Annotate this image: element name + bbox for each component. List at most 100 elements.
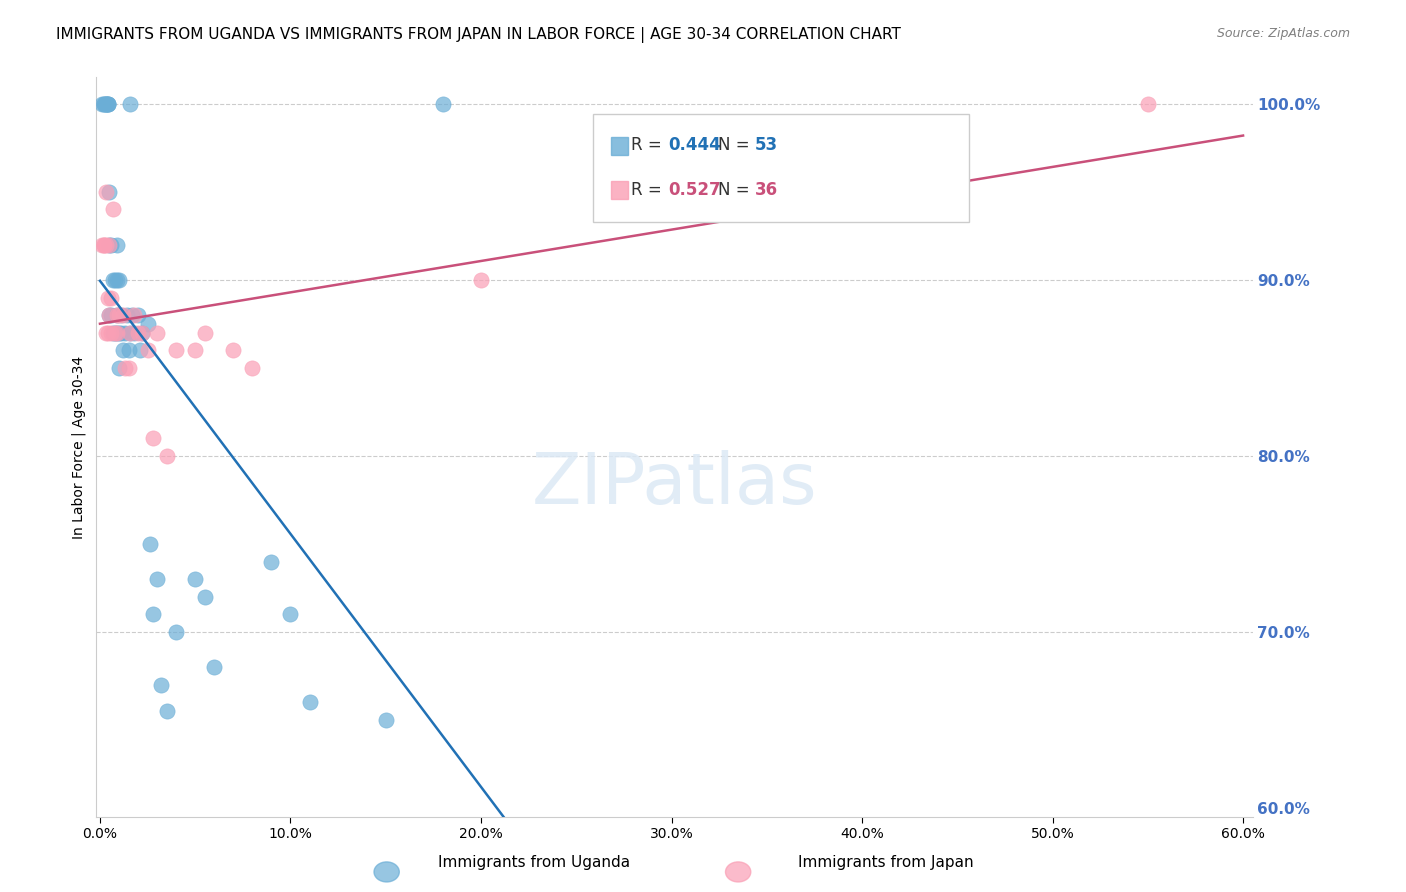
Point bbox=[138, 537, 160, 551]
Point bbox=[110, 308, 132, 322]
Point bbox=[114, 326, 136, 340]
Point bbox=[98, 237, 121, 252]
Point bbox=[1136, 96, 1159, 111]
Point bbox=[103, 326, 125, 340]
Point bbox=[260, 555, 283, 569]
Point bbox=[222, 343, 245, 358]
Point bbox=[184, 572, 207, 586]
Point bbox=[120, 326, 142, 340]
Point bbox=[131, 326, 153, 340]
Point bbox=[184, 343, 207, 358]
Text: R =: R = bbox=[631, 181, 666, 199]
Point bbox=[105, 308, 128, 322]
Point bbox=[93, 237, 115, 252]
Point bbox=[142, 431, 165, 445]
Y-axis label: In Labor Force | Age 30-34: In Labor Force | Age 30-34 bbox=[72, 356, 86, 539]
Point bbox=[94, 96, 117, 111]
Point bbox=[98, 237, 121, 252]
Point bbox=[94, 326, 117, 340]
Point bbox=[127, 308, 149, 322]
Point bbox=[146, 572, 169, 586]
Point bbox=[94, 185, 117, 199]
Text: R =: R = bbox=[631, 136, 666, 154]
Text: 0.527: 0.527 bbox=[668, 181, 721, 199]
Point bbox=[97, 96, 120, 111]
Point bbox=[93, 96, 115, 111]
Text: Source: ZipAtlas.com: Source: ZipAtlas.com bbox=[1216, 27, 1350, 40]
Text: IMMIGRANTS FROM UGANDA VS IMMIGRANTS FROM JAPAN IN LABOR FORCE | AGE 30-34 CORRE: IMMIGRANTS FROM UGANDA VS IMMIGRANTS FRO… bbox=[56, 27, 901, 43]
Point bbox=[136, 343, 159, 358]
Point bbox=[117, 360, 139, 375]
Point bbox=[470, 273, 492, 287]
Point bbox=[114, 360, 136, 375]
Point bbox=[280, 607, 302, 622]
Point bbox=[202, 660, 225, 674]
Point bbox=[110, 326, 132, 340]
Point bbox=[93, 96, 115, 111]
Point bbox=[374, 713, 396, 727]
Point bbox=[131, 326, 153, 340]
Text: ZIPatlas: ZIPatlas bbox=[531, 450, 817, 518]
Point bbox=[129, 343, 152, 358]
Point bbox=[90, 237, 112, 252]
Circle shape bbox=[374, 862, 399, 882]
Point bbox=[105, 326, 128, 340]
Point bbox=[432, 96, 454, 111]
Point bbox=[122, 326, 145, 340]
Point bbox=[97, 96, 120, 111]
Point bbox=[105, 308, 128, 322]
Point bbox=[165, 343, 187, 358]
Point bbox=[146, 326, 169, 340]
Point bbox=[105, 326, 128, 340]
Point bbox=[242, 360, 264, 375]
Circle shape bbox=[725, 862, 751, 882]
Point bbox=[122, 308, 145, 322]
Point bbox=[108, 273, 131, 287]
Point bbox=[108, 308, 131, 322]
Point bbox=[111, 343, 134, 358]
Point bbox=[104, 326, 127, 340]
Point bbox=[100, 326, 122, 340]
Point bbox=[97, 96, 120, 111]
Point bbox=[115, 308, 138, 322]
Text: Immigrants from Uganda: Immigrants from Uganda bbox=[439, 855, 630, 870]
Point bbox=[104, 273, 127, 287]
Point bbox=[120, 326, 142, 340]
Point bbox=[105, 237, 128, 252]
Point bbox=[142, 607, 165, 622]
Point bbox=[121, 308, 143, 322]
Point bbox=[108, 360, 131, 375]
Point bbox=[117, 343, 139, 358]
Text: N =: N = bbox=[717, 136, 755, 154]
Text: 53: 53 bbox=[755, 136, 778, 154]
Point bbox=[120, 96, 142, 111]
Text: N =: N = bbox=[717, 181, 755, 199]
Bar bbox=[610, 181, 628, 200]
Point bbox=[97, 326, 120, 340]
Point bbox=[194, 326, 217, 340]
Point bbox=[93, 237, 115, 252]
Point bbox=[100, 308, 122, 322]
Point bbox=[108, 326, 131, 340]
Text: 36: 36 bbox=[755, 181, 778, 199]
Point bbox=[100, 291, 122, 305]
Point bbox=[90, 96, 112, 111]
Point bbox=[136, 317, 159, 331]
FancyBboxPatch shape bbox=[593, 114, 969, 221]
Point bbox=[97, 291, 120, 305]
Point bbox=[98, 308, 121, 322]
Text: 0.444: 0.444 bbox=[668, 136, 721, 154]
Point bbox=[94, 237, 117, 252]
Point bbox=[127, 326, 149, 340]
Point bbox=[104, 326, 127, 340]
Point bbox=[98, 308, 121, 322]
Point bbox=[105, 273, 128, 287]
Point bbox=[98, 185, 121, 199]
Point bbox=[100, 237, 122, 252]
Point bbox=[149, 678, 172, 692]
Point bbox=[111, 308, 134, 322]
Point bbox=[755, 202, 778, 217]
Text: Immigrants from Japan: Immigrants from Japan bbox=[799, 855, 973, 870]
Bar bbox=[610, 136, 628, 155]
Point bbox=[194, 590, 217, 604]
